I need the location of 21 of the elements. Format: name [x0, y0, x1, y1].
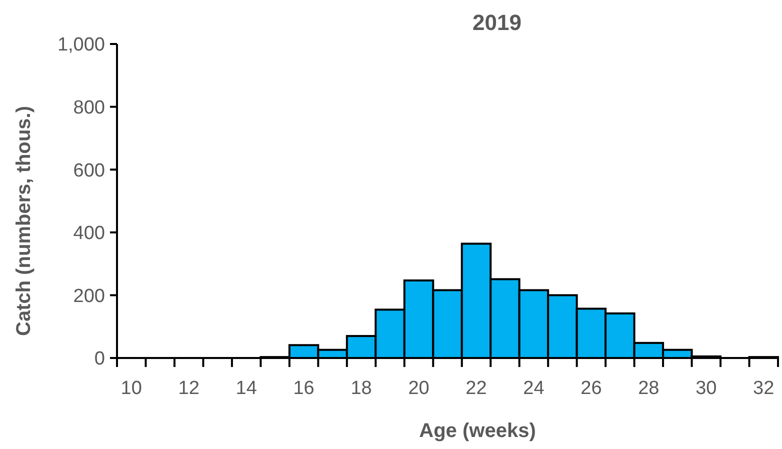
x-axis-title: Age (weeks) [419, 420, 536, 442]
x-tick-label: 26 [580, 378, 602, 399]
x-tick-label: 10 [120, 378, 142, 399]
x-tick-label: 22 [466, 378, 487, 399]
x-tick-label: 14 [236, 378, 258, 399]
y-tick-label: 0 [94, 348, 105, 370]
x-tick-label: 30 [696, 378, 717, 399]
x-tick-label: 12 [178, 378, 200, 399]
y-tick-label: 800 [73, 97, 105, 118]
y-tick-label: 200 [73, 286, 105, 307]
x-tick-label: 24 [523, 378, 545, 399]
y-tick-label: 600 [73, 160, 105, 182]
y-axis-title: Catch (numbers, thous.) [13, 106, 35, 336]
chart-title: 2019 [472, 10, 522, 35]
y-tick-label: 1,000 [57, 34, 105, 56]
x-tick-label: 20 [408, 378, 430, 399]
y-tick-label: 400 [73, 223, 105, 244]
x-tick-label: 16 [293, 378, 314, 399]
x-tick-label: 32 [753, 378, 774, 399]
x-tick-label: 28 [638, 378, 660, 399]
x-tick-label: 18 [350, 378, 372, 399]
